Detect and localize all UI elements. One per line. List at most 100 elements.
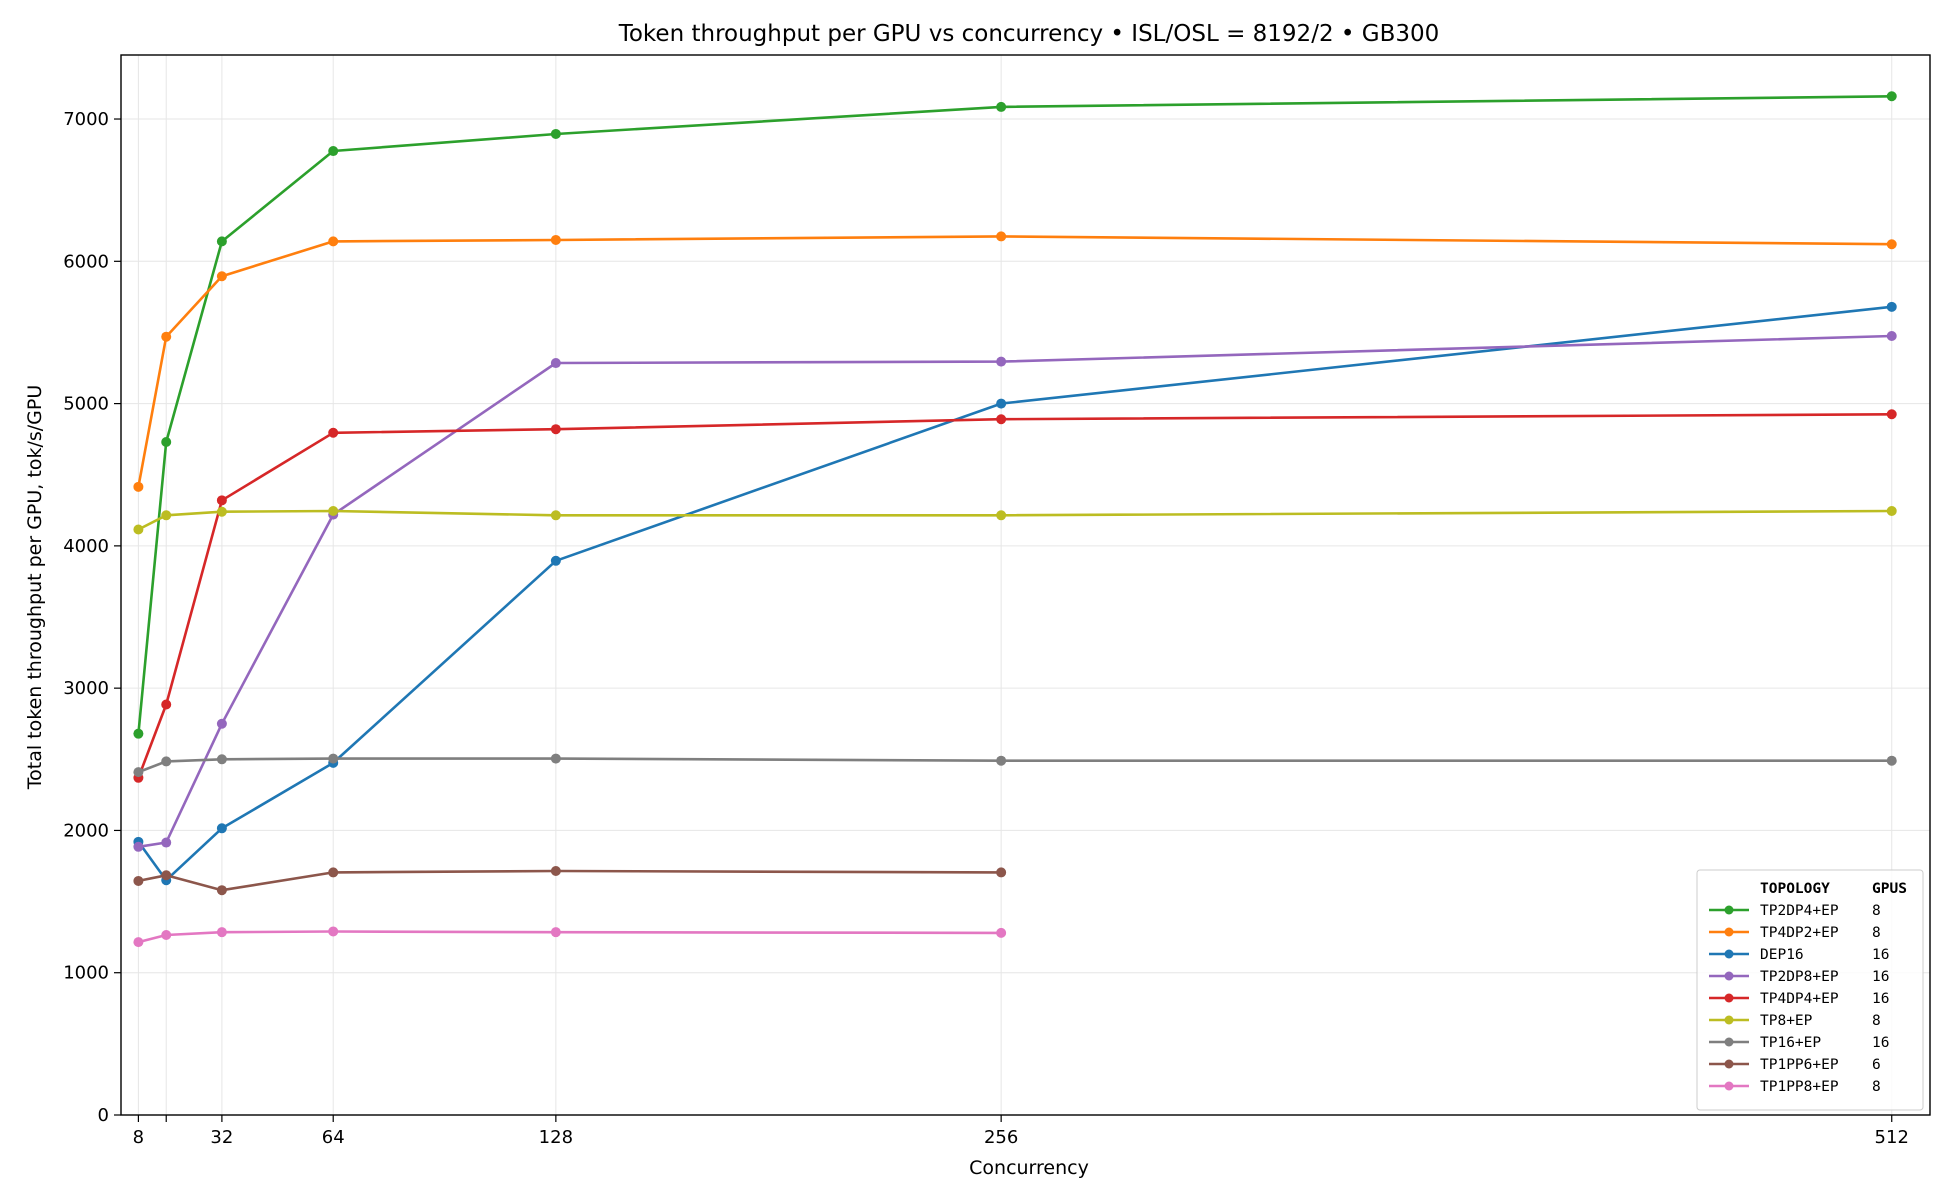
x-tick-label: 512 — [1875, 1127, 1909, 1148]
legend-gpus-label: 8 — [1872, 1013, 1881, 1029]
legend-topology-label: TP2DP8+EP — [1760, 969, 1839, 985]
data-point — [550, 927, 561, 938]
legend-topology-label: TP8+EP — [1760, 1013, 1813, 1029]
x-tick-label: 32 — [210, 1127, 233, 1148]
data-point — [133, 524, 144, 535]
legend-swatch-marker — [1724, 993, 1734, 1003]
data-point — [133, 728, 144, 739]
legend-topology-label: DEP16 — [1760, 947, 1804, 963]
data-point — [328, 427, 339, 438]
legend-entry: TP16+EP 16 — [1709, 1035, 1889, 1051]
legend-gpus-label: 6 — [1872, 1057, 1881, 1073]
data-point — [550, 753, 561, 764]
y-tick-label: 1000 — [63, 963, 109, 984]
series-layer — [133, 91, 1897, 948]
series-line — [138, 930, 1002, 944]
legend-swatch-marker — [1724, 1015, 1734, 1025]
data-point — [328, 506, 339, 517]
y-tick-label: 2000 — [63, 820, 109, 841]
data-point — [161, 870, 172, 881]
data-point — [216, 754, 227, 765]
data-point — [161, 331, 172, 342]
data-point — [216, 927, 227, 938]
data-point — [996, 398, 1007, 409]
data-point — [216, 271, 227, 282]
legend-gpus-label: 16 — [1872, 947, 1889, 963]
y-tick-label: 7000 — [63, 109, 109, 130]
legend-gpus-label: 8 — [1872, 1079, 1881, 1095]
legend-topology-label: TP1PP8+EP — [1760, 1079, 1839, 1095]
data-point — [1886, 755, 1897, 766]
data-point — [133, 767, 144, 778]
legend-topology-label: TP2DP4+EP — [1760, 903, 1839, 919]
series-tp4dp2-ep — [133, 231, 1897, 492]
data-point — [161, 699, 172, 710]
data-point — [328, 753, 339, 764]
y-tick-label: 4000 — [63, 536, 109, 557]
data-point — [1886, 239, 1897, 250]
data-point — [996, 755, 1007, 766]
legend-header-gpus: GPUS — [1872, 881, 1907, 897]
data-point — [1886, 301, 1897, 312]
legend-gpus-label: 8 — [1872, 903, 1881, 919]
data-point — [550, 510, 561, 521]
legend-swatch-marker — [1724, 1081, 1734, 1091]
legend-swatch-marker — [1724, 905, 1734, 915]
series-tp1pp8-ep — [133, 926, 1007, 948]
legend-swatch-marker — [1724, 1059, 1734, 1069]
data-point — [996, 414, 1007, 425]
legend-entry: TP4DP2+EP 8 — [1709, 925, 1881, 941]
legend-topology-label: TP16+EP — [1760, 1035, 1821, 1051]
series-dep16 — [133, 301, 1897, 886]
legend-entry: TP1PP6+EP 6 — [1709, 1057, 1881, 1073]
x-tick-label: 8 — [133, 1127, 144, 1148]
data-point — [996, 231, 1007, 242]
y-tick-label: 5000 — [63, 394, 109, 415]
axis-ticks: 0 1000 2000 3000 4000 5000 6000 7000 8 32 64 128 256… — [63, 109, 1909, 1148]
series-line — [137, 509, 1892, 531]
data-point — [161, 510, 172, 521]
y-tick-label: 3000 — [63, 678, 109, 699]
legend-entry: TP2DP8+EP 16 — [1709, 969, 1889, 985]
y-tick-label: 6000 — [63, 251, 109, 272]
data-point — [161, 437, 172, 448]
data-point — [1886, 409, 1897, 420]
series-line — [137, 757, 1892, 774]
legend-swatch-marker — [1724, 949, 1734, 959]
data-point — [133, 875, 144, 886]
data-point — [161, 756, 172, 767]
data-point — [1886, 506, 1897, 517]
data-point — [328, 926, 339, 937]
legend-swatch-marker — [1724, 1037, 1734, 1047]
legend-entry: TP4DP4+EP 16 — [1709, 991, 1889, 1007]
series-line — [137, 305, 1892, 882]
series-tp2dp8-ep — [133, 331, 1897, 852]
x-axis-label: Concurrency — [969, 1157, 1089, 1179]
legend-gpus-label: 16 — [1872, 969, 1889, 985]
series-tp2dp4-ep — [133, 91, 1897, 739]
chart-title: Token throughput per GPU vs concurrency … — [618, 21, 1440, 47]
legend-swatch-marker — [1724, 971, 1734, 981]
legend-gpus-label: 8 — [1872, 925, 1881, 941]
data-point — [216, 236, 227, 247]
legend-topology-label: TP1PP6+EP — [1760, 1057, 1839, 1073]
legend-swatch-marker — [1724, 927, 1734, 937]
series-tp1pp6-ep — [133, 865, 1007, 896]
legend-topology-label: TP4DP2+EP — [1760, 925, 1839, 941]
legend-entry: TP8+EP 8 — [1709, 1013, 1881, 1029]
legend-gpus-label: 16 — [1872, 991, 1889, 1007]
plot-frame — [120, 54, 1931, 1116]
legend-gpus-label: 16 — [1872, 1035, 1889, 1051]
data-point — [216, 495, 227, 506]
series-tp4dp4-ep — [133, 409, 1897, 783]
legend-entry: TP1PP8+EP 8 — [1709, 1079, 1881, 1095]
data-point — [996, 510, 1007, 521]
data-point — [550, 424, 561, 435]
series-tp8-ep — [133, 506, 1897, 535]
grid — [121, 55, 1930, 1116]
series-tp16-ep — [133, 753, 1897, 778]
data-point — [550, 865, 561, 876]
data-point — [216, 718, 227, 729]
data-point — [161, 930, 172, 941]
